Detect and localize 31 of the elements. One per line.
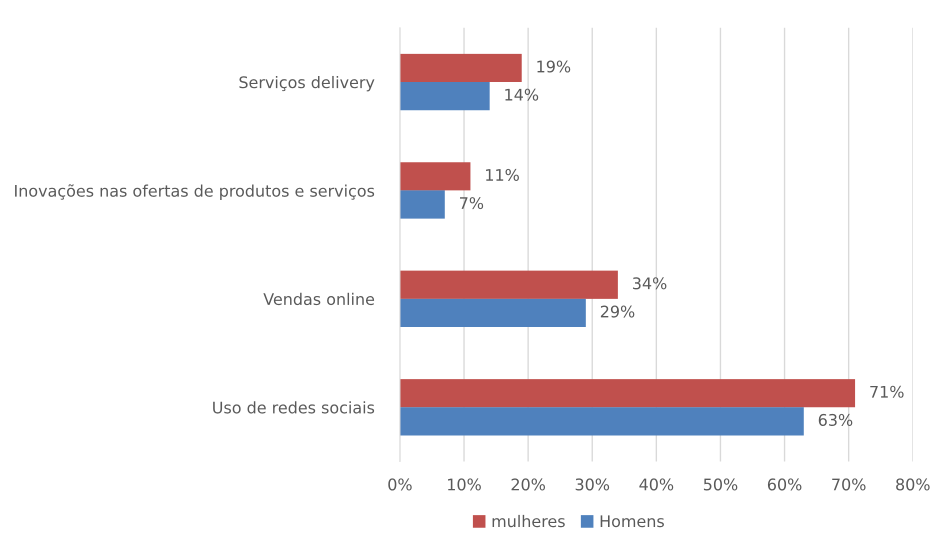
bar [400, 270, 618, 299]
data-label: 71% [870, 386, 904, 398]
x-tick-label: 60% [768, 478, 802, 491]
bar [400, 379, 856, 408]
data-label: 14% [505, 88, 538, 101]
y-tick-label: Uso de redes sociais [213, 401, 374, 414]
y-tick-label: Vendas online [263, 292, 374, 306]
data-label: 19% [537, 60, 570, 73]
legend-label: Homens [600, 515, 664, 528]
x-tick-label: 10% [448, 478, 481, 491]
x-tick-label: 40% [639, 478, 674, 491]
x-tick-label: 80% [896, 478, 930, 491]
x-tick-label: 50% [704, 478, 738, 491]
bar [400, 190, 445, 219]
x-tick-label: 0% [388, 478, 412, 491]
data-label: 29% [600, 306, 634, 318]
data-label: 34% [632, 277, 666, 290]
legend-label: mulheres [492, 514, 565, 528]
x-tick-label: 30% [576, 478, 610, 491]
x-tick-label: 20% [512, 478, 546, 491]
bar [400, 298, 586, 328]
y-tick-label: Inovações nas ofertas de produtos e serviços [15, 184, 374, 200]
bar [400, 407, 804, 436]
data-label: 7% [460, 197, 484, 210]
data-label: 11% [486, 168, 519, 181]
bar [400, 54, 522, 82]
bar [400, 82, 490, 110]
y-tick-label: Serviços delivery [239, 76, 374, 92]
bar [400, 162, 470, 190]
x-tick-label: 70% [832, 478, 866, 491]
data-label: 63% [818, 414, 852, 426]
